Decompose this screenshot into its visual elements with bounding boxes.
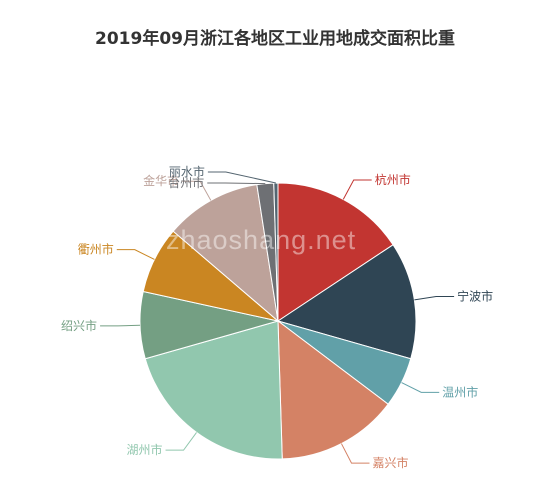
- slice-label: 宁波市: [457, 288, 493, 303]
- label-leader-line: [414, 295, 455, 301]
- label-leader-line: [182, 180, 212, 201]
- slice-label: 金华市: [143, 173, 179, 188]
- slice-label: 嘉兴市: [373, 455, 409, 470]
- label-leader-line: [116, 249, 155, 260]
- slice-label: 衢州市: [78, 242, 114, 257]
- pie-slice[interactable]: [276, 244, 417, 360]
- slice-label: 丽水市: [169, 164, 205, 179]
- pie-slice[interactable]: [144, 320, 283, 460]
- pie-slice[interactable]: [277, 319, 389, 460]
- chart-title: 2019年09月浙江各地区工业用地成交面积比重: [95, 29, 455, 49]
- label-leader-line: [165, 432, 197, 451]
- slice-label: 杭州市: [375, 172, 411, 187]
- slice-label: 台州市: [168, 175, 204, 190]
- label-leader-line: [100, 324, 141, 327]
- label-leader-line: [401, 382, 440, 393]
- slice-label: 湖州市: [127, 442, 163, 457]
- label-leader-line: [207, 182, 266, 185]
- label-leader-line: [342, 179, 372, 200]
- label-leader-line: [340, 443, 370, 464]
- slice-label: 温州市: [442, 384, 478, 399]
- pie-slice[interactable]: [277, 182, 394, 322]
- label-leader-line: [207, 171, 276, 184]
- slice-label: 绍兴市: [61, 318, 97, 333]
